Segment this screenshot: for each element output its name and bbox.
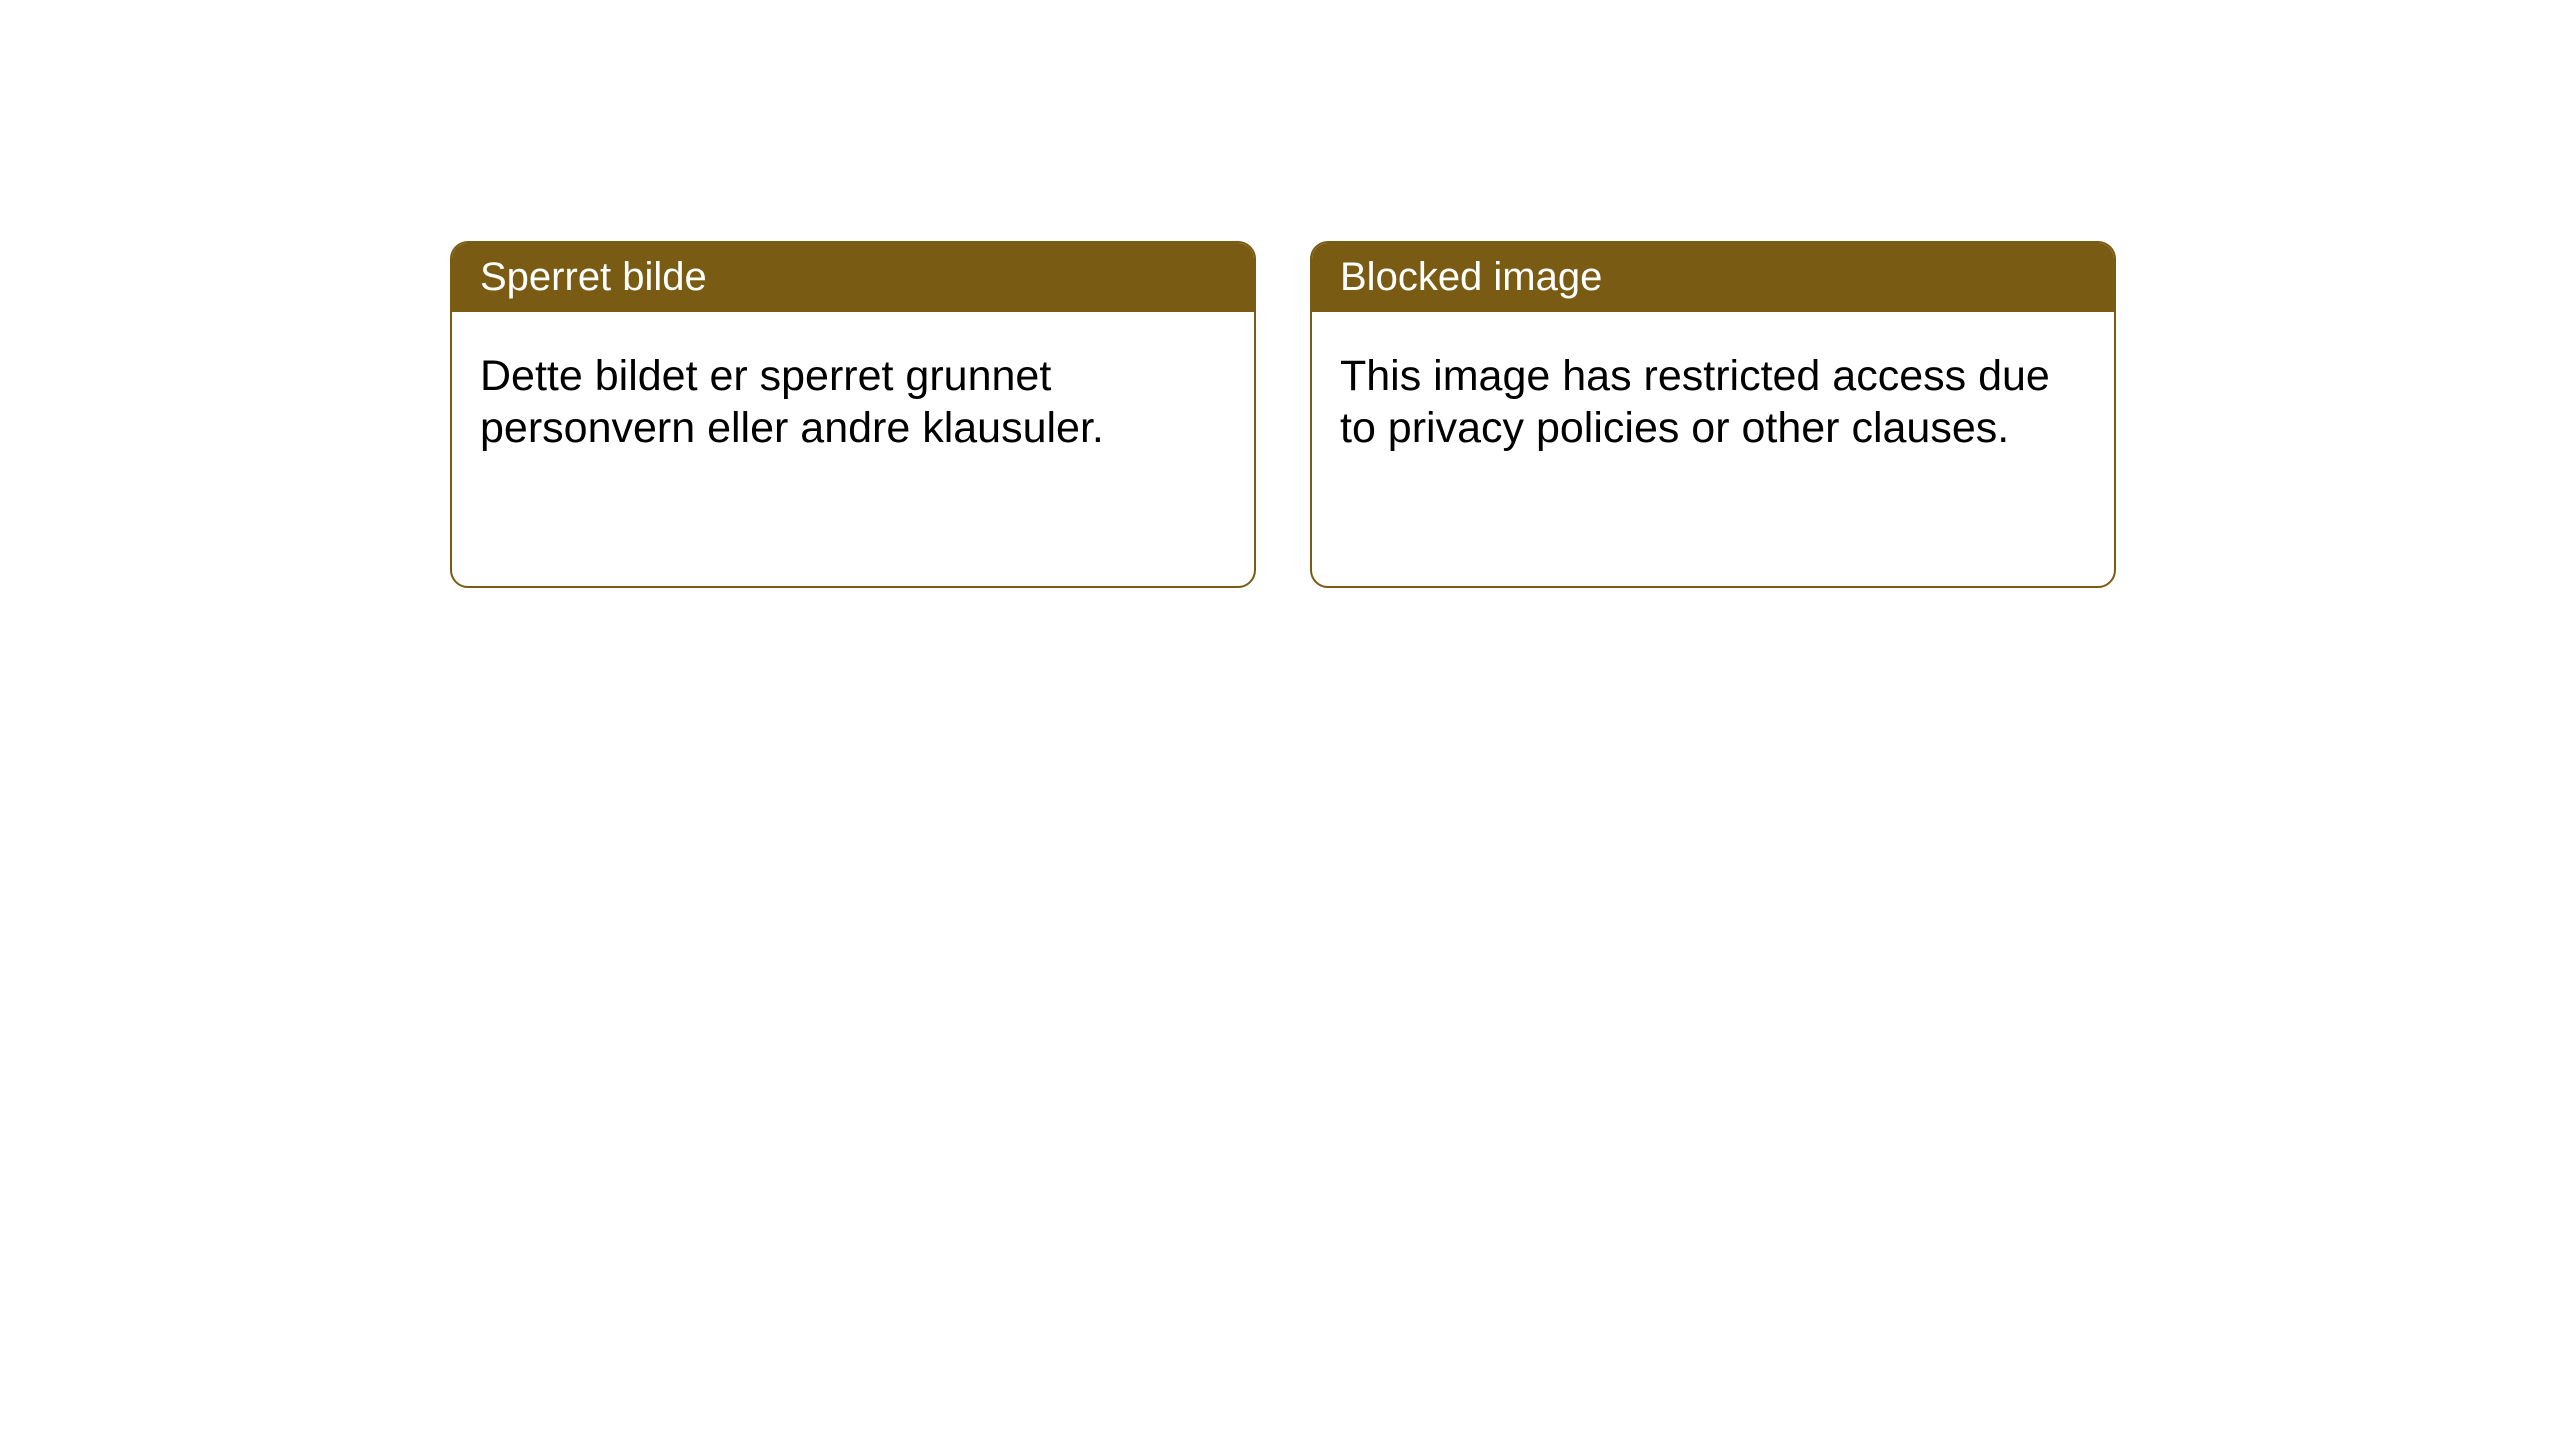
notice-body-text: This image has restricted access due to … [1340,352,2050,452]
notice-card-english: Blocked image This image has restricted … [1310,241,2116,588]
notice-header: Blocked image [1312,243,2114,312]
notice-body: This image has restricted access due to … [1312,312,2114,586]
notice-title: Sperret bilde [480,255,707,299]
notice-card-norwegian: Sperret bilde Dette bildet er sperret gr… [450,241,1256,588]
notice-header: Sperret bilde [452,243,1254,312]
notice-body: Dette bildet er sperret grunnet personve… [452,312,1254,586]
notice-container: Sperret bilde Dette bildet er sperret gr… [0,0,2560,588]
notice-title: Blocked image [1340,255,1602,299]
notice-body-text: Dette bildet er sperret grunnet personve… [480,352,1104,452]
